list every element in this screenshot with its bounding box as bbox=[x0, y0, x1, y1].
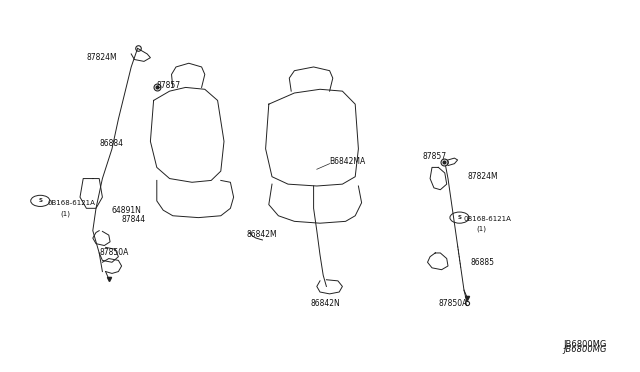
Text: 87824M: 87824M bbox=[467, 172, 498, 181]
Text: 87844: 87844 bbox=[122, 215, 146, 224]
Text: 64891N: 64891N bbox=[112, 206, 142, 215]
Text: JB6800MG: JB6800MG bbox=[563, 340, 607, 349]
Text: 86842N: 86842N bbox=[310, 299, 340, 308]
Text: S: S bbox=[38, 198, 42, 203]
Text: 87857: 87857 bbox=[157, 81, 181, 90]
Text: 86884: 86884 bbox=[99, 139, 123, 148]
Text: 87857: 87857 bbox=[422, 152, 447, 161]
Text: 87850A: 87850A bbox=[99, 248, 129, 257]
Text: (1): (1) bbox=[477, 225, 487, 232]
Text: (1): (1) bbox=[61, 211, 71, 217]
Text: 87824M: 87824M bbox=[86, 53, 117, 62]
Text: S: S bbox=[458, 215, 461, 220]
Text: 0B168-6121A: 0B168-6121A bbox=[48, 200, 96, 206]
Text: 0B168-6121A: 0B168-6121A bbox=[464, 217, 512, 222]
Text: 87850A: 87850A bbox=[438, 299, 468, 308]
Text: 86885: 86885 bbox=[470, 258, 494, 267]
Text: JB6800MG: JB6800MG bbox=[563, 345, 607, 354]
Text: B6842MA: B6842MA bbox=[330, 157, 366, 166]
Text: 86842M: 86842M bbox=[246, 230, 277, 239]
